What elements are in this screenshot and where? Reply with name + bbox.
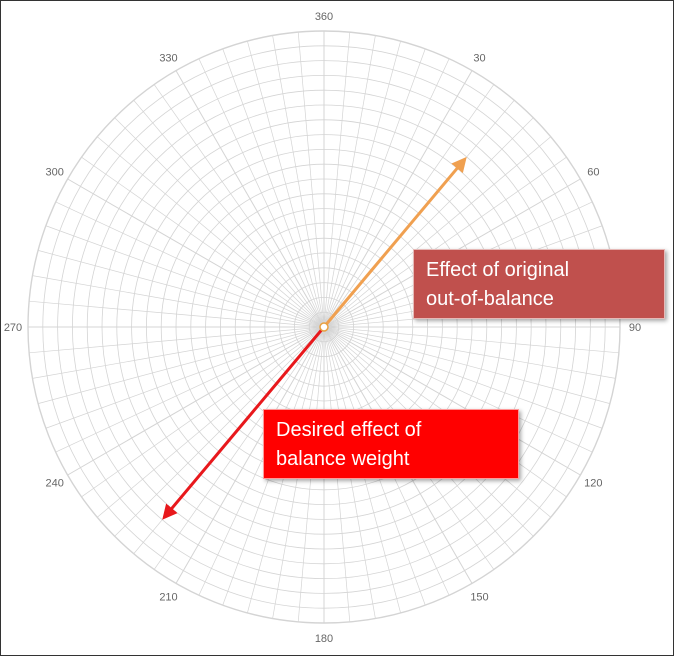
grid-spoke — [153, 326, 325, 570]
angle-label-240: 240 — [45, 478, 63, 490]
grid-spoke — [114, 117, 325, 328]
grid-spoke — [153, 84, 325, 328]
grid-spoke — [323, 40, 401, 328]
grid-spoke — [97, 136, 325, 328]
grid-spoke — [222, 48, 325, 328]
grid-spoke — [198, 326, 325, 596]
grid-spoke — [323, 117, 534, 328]
grid-spoke — [198, 58, 325, 328]
grid-spoke — [32, 275, 325, 328]
grid-spoke — [67, 178, 325, 328]
angle-label-120: 120 — [584, 478, 602, 490]
grid-spoke — [323, 35, 376, 328]
grid-spoke — [323, 70, 473, 328]
angle-label-210: 210 — [159, 591, 177, 603]
grid-spoke — [114, 326, 325, 537]
grid-spoke — [323, 48, 426, 328]
angle-label-150: 150 — [470, 591, 488, 603]
callout-original-out-of-balance: Effect of original out-of-balance — [413, 249, 665, 319]
grid-spoke — [323, 136, 551, 328]
angle-label-30: 30 — [473, 53, 485, 65]
angle-labels: 360 30 60 90 120 150 180 210 240 270 300 330 — [4, 11, 641, 645]
angle-label-90: 90 — [629, 322, 641, 334]
vector-original-out-of-balance — [322, 156, 467, 328]
grid-spoke — [175, 70, 325, 328]
grid-spoke — [323, 326, 616, 379]
vector-desired-balance-weight — [162, 326, 326, 520]
callout-desired-balance-weight: Desired effect of balance weight — [263, 409, 519, 479]
vectors — [162, 156, 467, 520]
grid-spoke — [67, 326, 325, 476]
grid-spoke — [323, 326, 581, 476]
grid-spoke — [323, 326, 593, 453]
grid-spoke — [55, 326, 325, 453]
grid-spoke — [37, 326, 325, 404]
callout-original-line2: out-of-balance — [426, 288, 554, 310]
angle-label-300: 300 — [45, 167, 63, 179]
angle-label-270: 270 — [4, 322, 22, 334]
angle-label-60: 60 — [587, 167, 599, 179]
callout-desired-line1: Desired effect of — [276, 419, 422, 441]
grid-spoke — [323, 326, 619, 354]
grid-spoke — [97, 326, 325, 518]
grid-spoke — [323, 326, 611, 404]
grid-spoke — [323, 156, 567, 328]
grid-spoke — [45, 225, 325, 328]
grid-spoke — [29, 326, 325, 354]
grid-spoke — [323, 32, 351, 328]
grid-spoke — [45, 326, 325, 429]
grid-spoke — [81, 326, 325, 498]
angle-label-330: 330 — [159, 53, 177, 65]
grid-spoke — [297, 32, 325, 328]
callout-original-line1: Effect of original — [426, 259, 570, 281]
grid-spoke — [323, 58, 450, 328]
grid-spoke — [29, 300, 325, 328]
center-point — [319, 322, 329, 332]
angle-label-360: 360 — [315, 11, 333, 23]
grid-spoke — [323, 84, 495, 328]
grid-spoke — [272, 35, 325, 328]
grid-spoke — [175, 326, 325, 584]
grid-spoke — [37, 250, 325, 328]
grid-spoke — [55, 201, 325, 328]
grid-spoke — [32, 326, 325, 379]
grid-spoke — [323, 326, 603, 429]
grid-spoke — [247, 40, 325, 328]
angle-label-180: 180 — [315, 633, 333, 645]
grid-spoke — [133, 100, 325, 328]
callout-desired-line2: balance weight — [276, 448, 410, 470]
grid-spoke — [81, 156, 325, 328]
